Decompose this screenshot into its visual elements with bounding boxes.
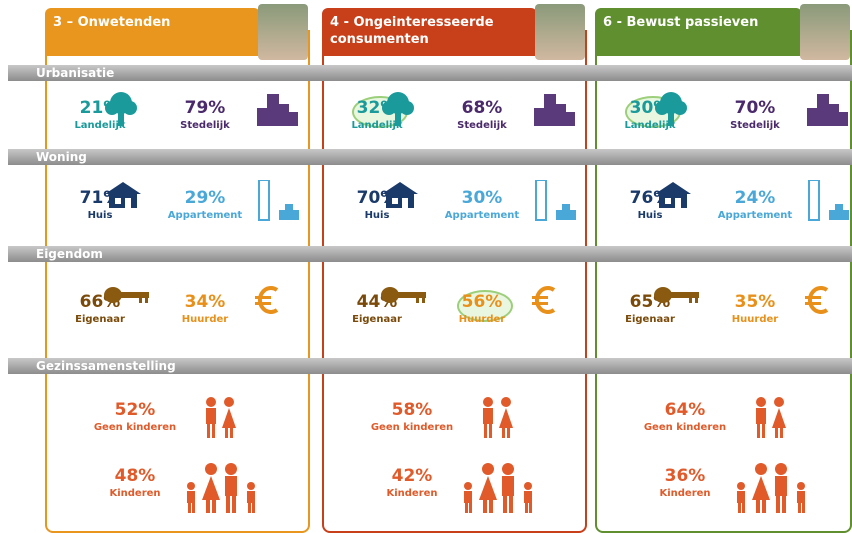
icon	[653, 90, 689, 132]
label: Huurder	[437, 314, 527, 325]
label: Huurder	[160, 314, 250, 325]
section-bar: Woning	[8, 149, 852, 165]
column-header: 3 – Onwetenden	[45, 8, 260, 56]
label: Eigenaar	[332, 314, 422, 325]
icon	[103, 180, 143, 214]
icon	[653, 180, 693, 214]
persona-photo	[800, 4, 850, 60]
persona-photo	[258, 4, 308, 60]
icon	[380, 90, 416, 132]
percentage: 56%	[437, 292, 527, 312]
percentage: 70%	[710, 98, 800, 118]
percentage: 36%	[635, 466, 735, 486]
percentage: 79%	[160, 98, 250, 118]
icon	[255, 180, 301, 226]
icon	[805, 180, 851, 226]
icon	[255, 284, 281, 320]
icon	[380, 284, 428, 310]
label: Appartement	[160, 210, 250, 221]
percentage: 24%	[710, 188, 800, 208]
label: Stedelijk	[710, 120, 800, 131]
icon	[477, 396, 517, 444]
section-bar: Gezinssamenstelling	[8, 358, 852, 374]
percentage: 64%	[635, 400, 735, 420]
icon	[805, 90, 849, 132]
icon	[103, 284, 151, 310]
percentage: 30%	[437, 188, 527, 208]
icon	[103, 90, 139, 132]
label: Appartement	[710, 210, 800, 221]
percentage: 34%	[160, 292, 250, 312]
label: Eigenaar	[55, 314, 145, 325]
icon	[460, 462, 536, 518]
icon	[183, 462, 259, 518]
icon	[200, 396, 240, 444]
label: Stedelijk	[160, 120, 250, 131]
section-bar: Eigendom	[8, 246, 852, 262]
icon	[380, 180, 420, 214]
label: Geen kinderen	[635, 422, 735, 433]
percentage: 58%	[362, 400, 462, 420]
icon	[750, 396, 790, 444]
icon	[255, 90, 299, 132]
label: Kinderen	[635, 488, 735, 499]
persona-photo	[535, 4, 585, 60]
icon	[532, 284, 558, 320]
section-bar: Urbanisatie	[8, 65, 852, 81]
label: Appartement	[437, 210, 527, 221]
percentage: 35%	[710, 292, 800, 312]
icon	[653, 284, 701, 310]
column-header: 4 - Ongeinteresseerde consumenten	[322, 8, 537, 56]
label: Kinderen	[362, 488, 462, 499]
label: Eigenaar	[605, 314, 695, 325]
percentage: 52%	[85, 400, 185, 420]
label: Geen kinderen	[85, 422, 185, 433]
percentage: 68%	[437, 98, 527, 118]
infographic: 3 – Onwetenden21%Landelijk79%Stedelijk71…	[0, 0, 852, 533]
icon	[532, 180, 578, 226]
label: Stedelijk	[437, 120, 527, 131]
icon	[532, 90, 576, 132]
percentage: 48%	[85, 466, 185, 486]
icon	[805, 284, 831, 320]
percentage: 29%	[160, 188, 250, 208]
label: Geen kinderen	[362, 422, 462, 433]
label: Huurder	[710, 314, 800, 325]
percentage: 42%	[362, 466, 462, 486]
icon	[733, 462, 809, 518]
label: Kinderen	[85, 488, 185, 499]
column-header: 6 - Bewust passieven	[595, 8, 802, 56]
